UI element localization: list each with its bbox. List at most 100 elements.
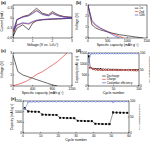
marker — [38, 111, 40, 113]
marker — [81, 101, 83, 102]
legend: 1st2nd50th — [135, 6, 145, 17]
marker — [92, 53, 94, 54]
data-area — [13, 53, 67, 86]
marker — [126, 101, 128, 102]
marker — [110, 53, 112, 54]
y-tick — [88, 38, 89, 39]
series-line — [89, 56, 139, 70]
marker — [109, 123, 111, 125]
x-tick-label: 30 — [74, 134, 78, 138]
marker — [113, 53, 115, 54]
plot-frame — [13, 5, 72, 38]
marker — [49, 114, 51, 116]
y-tick-label: -0.3 — [7, 26, 13, 30]
plot-frame — [88, 53, 139, 86]
marker — [112, 112, 114, 114]
marker — [108, 69, 110, 71]
legend-swatch — [135, 8, 139, 9]
legend-swatch — [135, 11, 139, 12]
marker — [120, 53, 122, 54]
marker — [24, 108, 26, 110]
x-tick-label: 3 — [71, 39, 73, 43]
marker — [88, 56, 89, 58]
x-tick-label: 50 — [110, 134, 114, 138]
y-tick-label: 1500 — [15, 99, 22, 103]
y-tick — [88, 53, 89, 54]
y-tick — [88, 64, 89, 65]
marker — [123, 69, 125, 71]
marker — [118, 69, 120, 71]
marker — [98, 101, 100, 102]
marker — [97, 69, 99, 71]
marker — [100, 53, 102, 54]
marker — [97, 53, 99, 54]
y-tick — [88, 86, 89, 87]
marker — [120, 69, 122, 71]
marker — [45, 101, 47, 102]
marker — [73, 101, 75, 102]
marker — [66, 117, 68, 119]
y-tick-label: 500 — [82, 73, 88, 77]
marker — [95, 101, 97, 102]
marker — [116, 112, 118, 114]
series-line — [89, 66, 139, 70]
y2-tick-label: 0 — [130, 131, 132, 135]
y-tick — [23, 101, 24, 102]
marker — [92, 68, 94, 70]
marker — [95, 68, 97, 70]
y2-tick — [138, 86, 139, 87]
marker — [123, 101, 125, 102]
marker — [115, 69, 117, 71]
y2-tick-label: 50 — [140, 68, 144, 72]
y-tick-label: 1000 — [15, 110, 22, 114]
y-axis-label: Voltage (V) — [0, 61, 4, 78]
marker — [133, 53, 135, 54]
series-line — [88, 5, 143, 38]
y-tick-label: 0 — [20, 131, 22, 135]
y-tick — [13, 18, 14, 19]
marker — [56, 114, 58, 116]
y2-tick-label: 50 — [130, 115, 134, 119]
marker — [81, 120, 83, 122]
marker — [103, 69, 105, 71]
marker — [73, 117, 75, 119]
marker — [49, 101, 51, 102]
marker — [118, 53, 120, 54]
series-line — [25, 101, 127, 109]
marker — [128, 53, 130, 54]
x-tick-label: 1000 — [124, 39, 131, 43]
marker — [136, 53, 138, 54]
marker — [42, 101, 44, 102]
marker — [28, 101, 30, 103]
x-tick-label: 1 — [32, 39, 34, 43]
marker — [110, 69, 112, 71]
marker — [123, 112, 125, 114]
x-tick-label: 0 — [12, 87, 14, 91]
y-tick — [23, 122, 24, 123]
marker — [90, 67, 92, 69]
data-area — [24, 101, 128, 125]
marker — [56, 101, 58, 102]
y-tick-label: -0.6 — [7, 36, 13, 40]
y2-tick-label: 100 — [130, 99, 136, 103]
y-tick — [23, 133, 24, 134]
x-axis-label: Specific capacity (mAh g⁻¹) — [22, 91, 64, 95]
plot-frame — [23, 101, 129, 133]
marker — [133, 69, 135, 71]
y-tick-label: 3 — [10, 51, 12, 55]
y2-tick-label: 0 — [140, 84, 142, 88]
y-tick-label: 2 — [85, 14, 87, 18]
legend: DischargeChargeCoulombic efficiency — [102, 74, 133, 85]
x-tick-label: 0 — [87, 39, 89, 43]
marker — [63, 117, 65, 119]
x-axis-label: Specific capacity (mAh g⁻¹) — [97, 43, 139, 47]
marker — [136, 69, 138, 71]
marker — [100, 69, 102, 71]
y-tick — [13, 53, 14, 54]
x-tick-label: 2 — [51, 39, 53, 43]
legend-swatch — [102, 82, 106, 83]
marker — [95, 69, 97, 71]
marker — [77, 120, 79, 122]
marker — [138, 53, 139, 54]
marker — [35, 101, 37, 102]
